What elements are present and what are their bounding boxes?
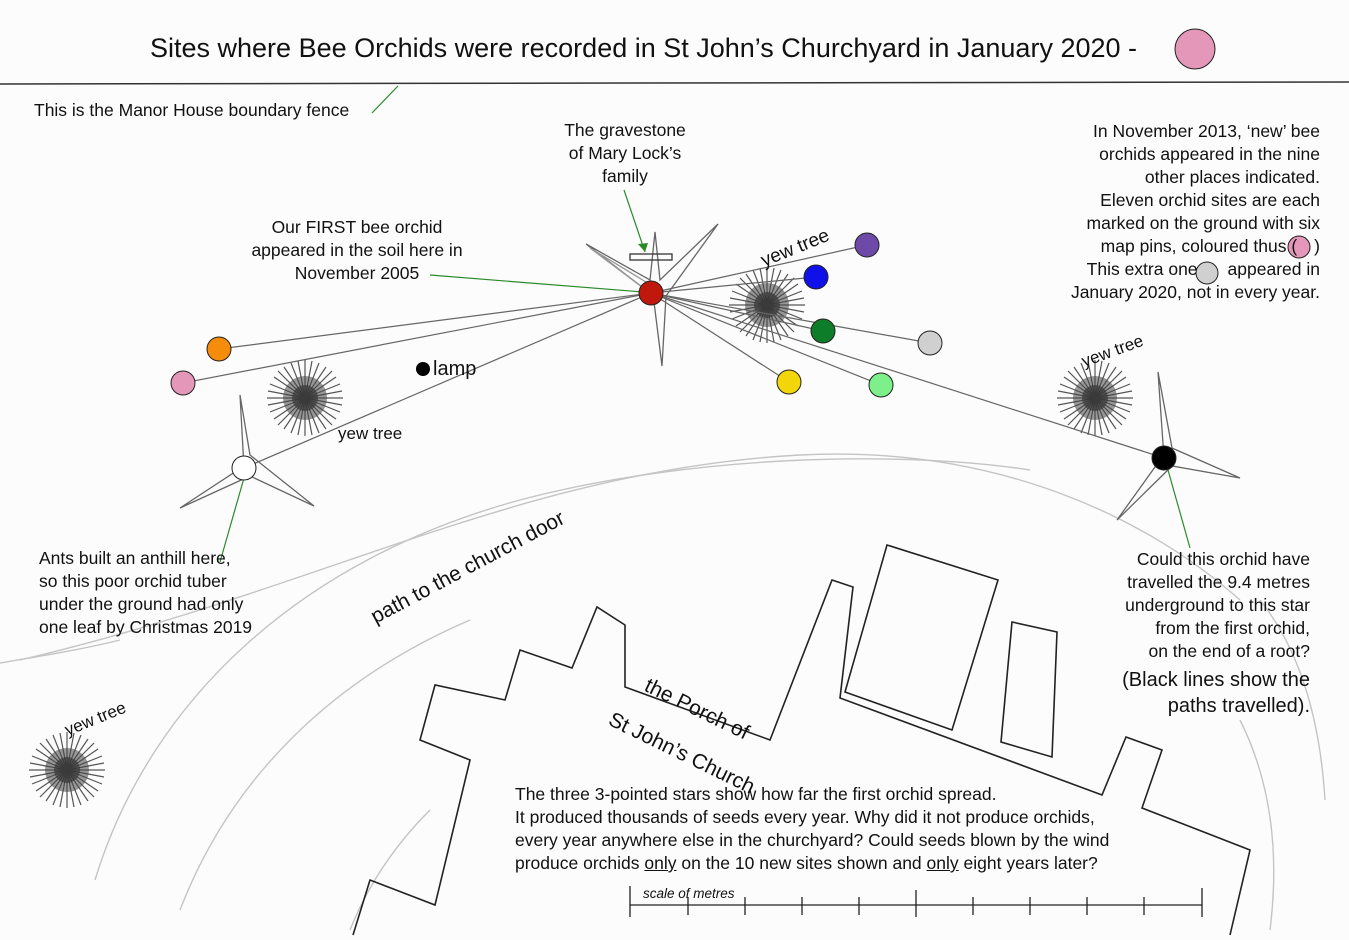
black-lines-label: (Black lines show the paths travelled). [1122,669,1310,717]
bottom-line-4c: on the 10 new sites shown and [676,853,927,873]
travel-lines [182,244,1165,469]
scale-label: scale of metres [643,886,735,901]
anthill-label: Ants built an anthill here, so this poor… [39,548,253,637]
info-line-6b: ) [1314,236,1320,256]
boundary-fence [0,81,1349,85]
info-line-6: map pins, coloured thus () [1040,235,1320,258]
gravestone-label: The gravestone of Mary Lock’s family [564,120,686,186]
info-line-1: In November 2013, ‘new’ bee [1093,121,1320,141]
page-title: Sites where Bee Orchids were recorded in… [150,33,1138,63]
bottom-line-4: produce orchids only on the 10 new sites… [515,852,1109,875]
gravestone [629,253,673,261]
orchid-site-blue [803,264,829,290]
bottom-line-4b: only [644,853,677,873]
info-line-6a: map pins, coloured thus ( [1100,236,1298,256]
legend-pin-marker [1287,235,1311,259]
first-orchid-label: Our FIRST bee orchid appeared in the soi… [251,217,463,283]
travel-label: Could this orchid have travelled the 9.4… [1125,549,1310,661]
bottom-line-4e: eight years later? [958,853,1098,873]
scale-bar [629,886,1203,917]
orchid-site-yellow [776,369,802,395]
info-line-7a: This extra one [1086,259,1198,279]
bottom-line-3: every year anywhere else in the churchya… [515,830,1110,850]
orchid-site-pink [170,370,196,396]
info-line-8: January 2020, not in every year. [1070,282,1320,302]
info-line-7b: appeared in [1227,259,1320,279]
orchid-site-anthill [231,455,257,481]
orchid-site-light-green [868,372,894,398]
info-line-7: This extra one appeared in [1040,258,1320,281]
orchid-site-dark-green [810,318,836,344]
yew-bush-4 [28,731,106,809]
bottom-line-1: The three 3-pointed stars show how far t… [515,784,997,804]
church-outline [352,543,1251,936]
yew-bush-3 [1056,359,1134,437]
yew-label-2: yew tree [338,424,403,443]
info-line-2: orchids appeared in the nine [1099,144,1320,164]
orchid-site-orange [206,336,232,362]
lamp-marker [416,362,430,376]
legend-extra-marker [1195,261,1219,285]
orchid-site-purple [854,232,880,258]
bottom-line-4d: only [926,853,959,873]
bottom-line-2: It produced thousands of seeds every yea… [515,807,1095,827]
info-block: In November 2013, ‘new’ bee orchids appe… [1040,120,1320,304]
info-line-4: Eleven orchid sites are each [1100,190,1320,210]
info-line-3: other places indicated. [1144,167,1320,187]
lamp-label: lamp [433,358,477,380]
yew-bush-1 [266,359,344,437]
orchid-site-far-star [1151,445,1177,471]
leader-lines [219,85,1191,563]
title-legend-marker [1174,28,1216,70]
orchid-site-first [638,280,664,306]
info-line-5: marked on the ground with six [1086,213,1320,233]
fence-label: This is the Manor House boundary fence [34,100,350,120]
bottom-line-4a: produce orchids [515,853,645,873]
yew-bush-2 [728,266,806,344]
bottom-text: The three 3-pointed stars show how far t… [515,783,1109,875]
orchid-site-grey [917,330,943,356]
